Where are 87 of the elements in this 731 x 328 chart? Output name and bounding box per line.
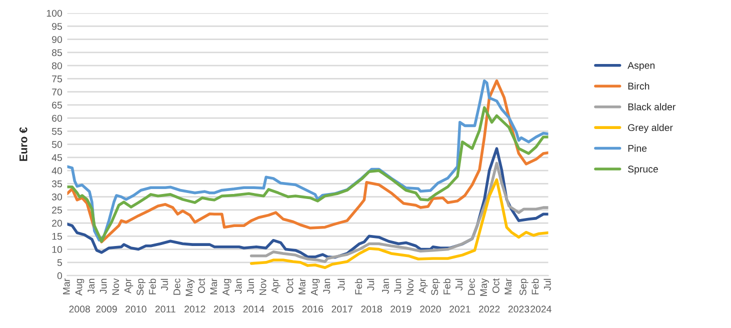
x2-tick-label: 2008: [69, 306, 90, 313]
x2-tick-label: 2016: [302, 306, 324, 313]
x-tick-label: Jan: [323, 278, 330, 294]
x-tick-label: Sep: [519, 278, 528, 296]
x2-tick-label: 2012: [184, 306, 206, 313]
x2-tick-label: 2010: [126, 306, 146, 313]
y-tick-label: 0: [57, 272, 62, 280]
legend-label: Aspen: [628, 62, 654, 71]
x2-tick-label: 2009: [96, 306, 117, 313]
x-tick-label: Jul: [338, 278, 345, 291]
x2-tick-label: 2023: [508, 306, 530, 313]
x-tick-label: Jul: [160, 278, 168, 291]
y-tick-label: 85: [52, 49, 62, 56]
x-tick-label: Sep: [136, 278, 146, 296]
line-series: [67, 106, 548, 243]
x-tick-label: Mar: [210, 278, 218, 294]
x-tick-label: Apr: [272, 278, 280, 294]
y-tick-label: 10: [52, 246, 62, 253]
x-tick-label: Mar: [298, 278, 306, 294]
x-tick-label: Jul: [366, 278, 374, 291]
x-tick-label: May: [480, 278, 489, 296]
x-tick-label: Dec: [468, 278, 475, 295]
y-tick-label: 65: [52, 102, 62, 109]
y-tick-label: 60: [52, 114, 62, 122]
x-tick-label: Jan: [382, 278, 389, 294]
line-series: [250, 162, 548, 264]
y-tick-label: 15: [52, 232, 62, 240]
x2-tick-label: 2018: [361, 306, 382, 313]
x-tick-label: Nov: [112, 278, 120, 295]
x-tick-label: Nov: [406, 278, 414, 295]
x-tick-label: Jan: [88, 278, 95, 294]
x-tick-label: Jul: [455, 278, 462, 291]
legend-label: Grey alder: [628, 124, 673, 133]
y-tick-label: 90: [52, 36, 62, 43]
x-tick-label: Feb: [443, 278, 450, 294]
x-tick-label: Aug: [75, 278, 84, 296]
x-tick-label: Feb: [148, 278, 156, 294]
y-tick-label: 70: [52, 88, 62, 96]
x-tick-label: Dec: [174, 278, 180, 295]
x-tick-label: Apr: [418, 278, 428, 294]
x2-tick-label: 2015: [272, 306, 294, 313]
x2-tick-label: 2011: [155, 306, 176, 313]
y-tick-label: 80: [52, 62, 62, 70]
x-tick-label: Jul: [544, 278, 551, 291]
y-tick-label: 75: [52, 76, 62, 82]
x2-tick-label: 2024: [530, 306, 552, 313]
y-axis-title: Euro €: [19, 127, 28, 161]
x2-tick-label: 2021: [450, 306, 470, 313]
legend-label: Spruce: [628, 166, 658, 174]
x2-tick-label: 2013: [214, 306, 235, 313]
y-tick-label: 95: [52, 22, 62, 30]
y-tick-label: 30: [52, 194, 62, 200]
x-tick-label: Jun: [394, 278, 402, 294]
y-tick-label: 20: [52, 220, 62, 227]
y-tick-label: 50: [52, 141, 62, 148]
y-tick-label: 100: [46, 10, 62, 17]
x-tick-label: Oct: [198, 278, 205, 293]
y-tick-label: 55: [52, 128, 62, 135]
legend-label: Black alder: [628, 103, 676, 110]
x2-tick-label: 2014: [243, 306, 264, 313]
x2-tick-label: 2022: [478, 306, 500, 313]
x-tick-label: Mar: [63, 278, 70, 294]
x-tick-label: Oct: [492, 278, 500, 293]
y-tick-label: 35: [52, 180, 62, 188]
x2-tick-label: 2019: [390, 306, 412, 313]
x-tick-label: Nov: [259, 278, 266, 295]
x-tick-label: May: [186, 278, 194, 296]
line-series: [250, 178, 548, 270]
x-tick-label: Oct: [286, 278, 294, 293]
legend-label: Birch: [628, 82, 650, 90]
x2-tick-label: 2017: [332, 306, 352, 313]
legend-label: Pine: [628, 144, 647, 152]
y-tick-label: 25: [52, 206, 62, 214]
x-tick-label: Sep: [431, 278, 440, 296]
x2-tick-label: 2020: [420, 306, 441, 313]
x-tick-label: Mar: [504, 278, 512, 294]
x-tick-label: Jun: [100, 278, 107, 294]
y-tick-label: 40: [52, 167, 62, 174]
x-tick-label: Feb: [354, 278, 362, 294]
x-tick-label: Aug: [310, 278, 320, 296]
y-tick-label: 5: [57, 259, 62, 266]
x-tick-label: Jan: [234, 278, 242, 294]
x-tick-label: Aug: [222, 278, 232, 296]
x-tick-label: Jun: [247, 278, 254, 294]
x-tick-label: Apr: [124, 278, 134, 294]
y-tick-label: 45: [52, 154, 62, 162]
x-tick-label: Feb: [532, 278, 539, 294]
